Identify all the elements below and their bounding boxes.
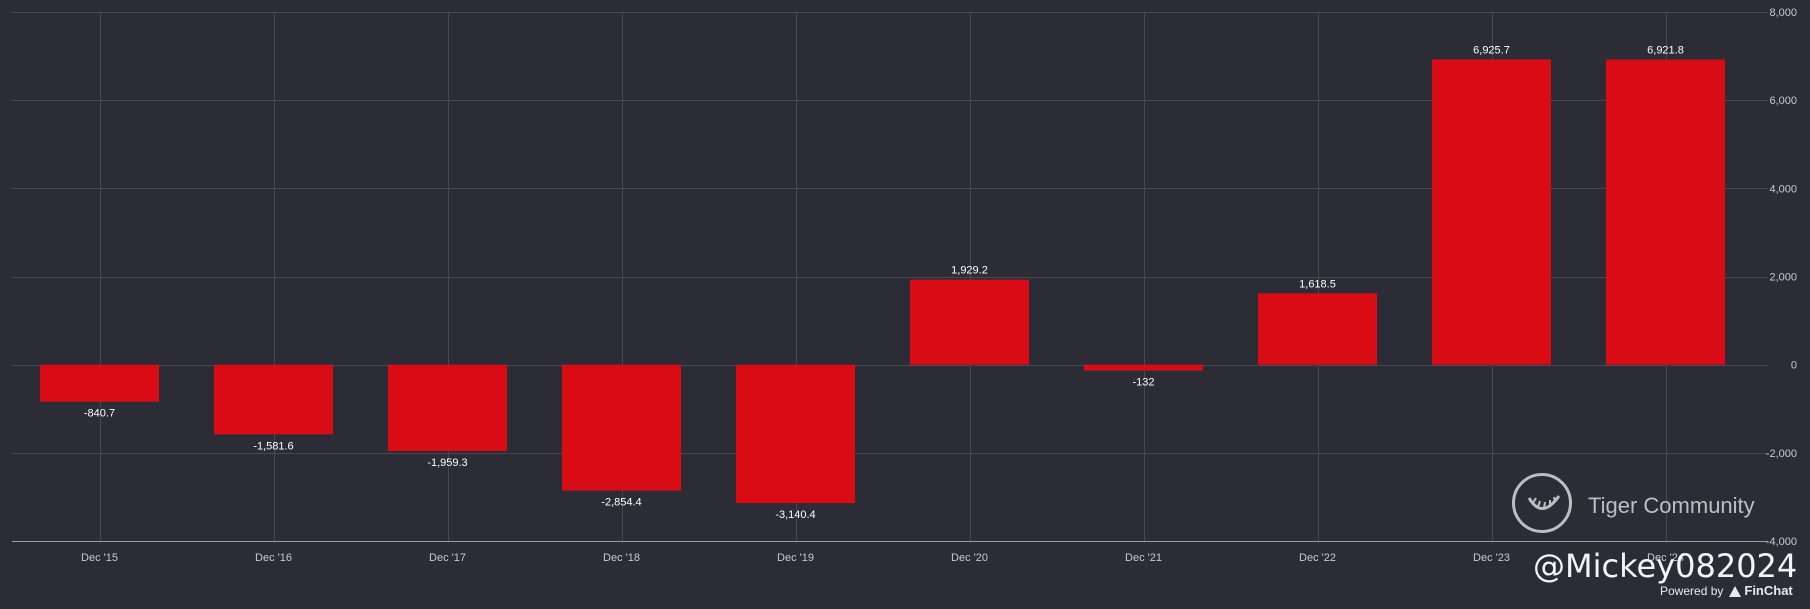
x-tick-label: Dec '18 [603, 552, 640, 564]
bar[interactable] [1258, 293, 1377, 365]
x-tick-label: Dec '17 [429, 552, 466, 564]
bar[interactable] [736, 364, 855, 504]
bar-value-label: -1,959.3 [427, 457, 467, 469]
powered-by-finchat: Powered by FinChat [1660, 583, 1793, 598]
bars [40, 59, 1725, 504]
bar[interactable] [40, 364, 159, 402]
bar-value-label: 1,929.2 [951, 265, 988, 277]
bar[interactable] [1084, 364, 1203, 371]
bar-value-label: -840.7 [84, 408, 115, 420]
bar[interactable] [388, 364, 507, 452]
tiger-community-watermark: Tiger Community [1512, 473, 1782, 533]
y-tick-label: -2,000 [1766, 448, 1797, 460]
x-axis-tick-labels: Dec '15 Dec '16 Dec '17 Dec '18 Dec '19 Dec '… [81, 552, 1684, 564]
bar-value-label: -1,581.6 [253, 440, 293, 452]
bar-value-label: -3,140.4 [775, 509, 815, 521]
y-tick-label: -4,000 [1766, 536, 1797, 548]
y-tick-label: 2,000 [1769, 272, 1797, 284]
bar[interactable] [214, 364, 333, 435]
x-tick-label: Dec '22 [1299, 552, 1336, 564]
x-tick-label: Dec '24 [1647, 552, 1684, 564]
y-tick-label: 0 [1791, 360, 1797, 372]
bar-value-label: -132 [1132, 376, 1154, 388]
bar-value-label: 6,921.8 [1647, 45, 1684, 57]
user-handle: @Mickey082024 [1533, 547, 1798, 585]
finchat-brand: FinChat [1744, 583, 1793, 598]
bar[interactable] [1432, 59, 1551, 365]
y-tick-label: 8,000 [1769, 7, 1797, 19]
powered-by-label: Powered by [1660, 584, 1724, 598]
y-axis-tick-labels: 8,000 6,000 4,000 2,000 0 -2,000 -4,000 [1766, 7, 1797, 548]
watermark-text: Tiger Community [1588, 493, 1755, 518]
y-tick-label: 4,000 [1769, 183, 1797, 195]
grid-lines [12, 12, 1768, 541]
x-tick-label: Dec '20 [951, 552, 988, 564]
bar[interactable] [562, 364, 681, 491]
bar-value-label: -2,854.4 [601, 496, 641, 508]
bar[interactable] [1606, 59, 1725, 365]
bar-value-label: 6,925.7 [1473, 44, 1510, 56]
bar-value-label: 1,618.5 [1299, 278, 1336, 290]
tiger-logo-icon [1512, 473, 1572, 533]
finchat-logo-icon [1729, 586, 1742, 597]
x-tick-label: Dec '21 [1125, 552, 1162, 564]
x-tick-label: Dec '23 [1473, 552, 1510, 564]
x-tick-label: Dec '16 [255, 552, 292, 564]
bar[interactable] [910, 279, 1029, 365]
value-labels: -840.7 -1,581.6 -1,959.3 -2,854.4 -3,140.4 1,… [84, 44, 1684, 521]
x-tick-label: Dec '15 [81, 552, 118, 564]
x-tick-label: Dec '19 [777, 552, 814, 564]
y-tick-label: 6,000 [1769, 95, 1797, 107]
